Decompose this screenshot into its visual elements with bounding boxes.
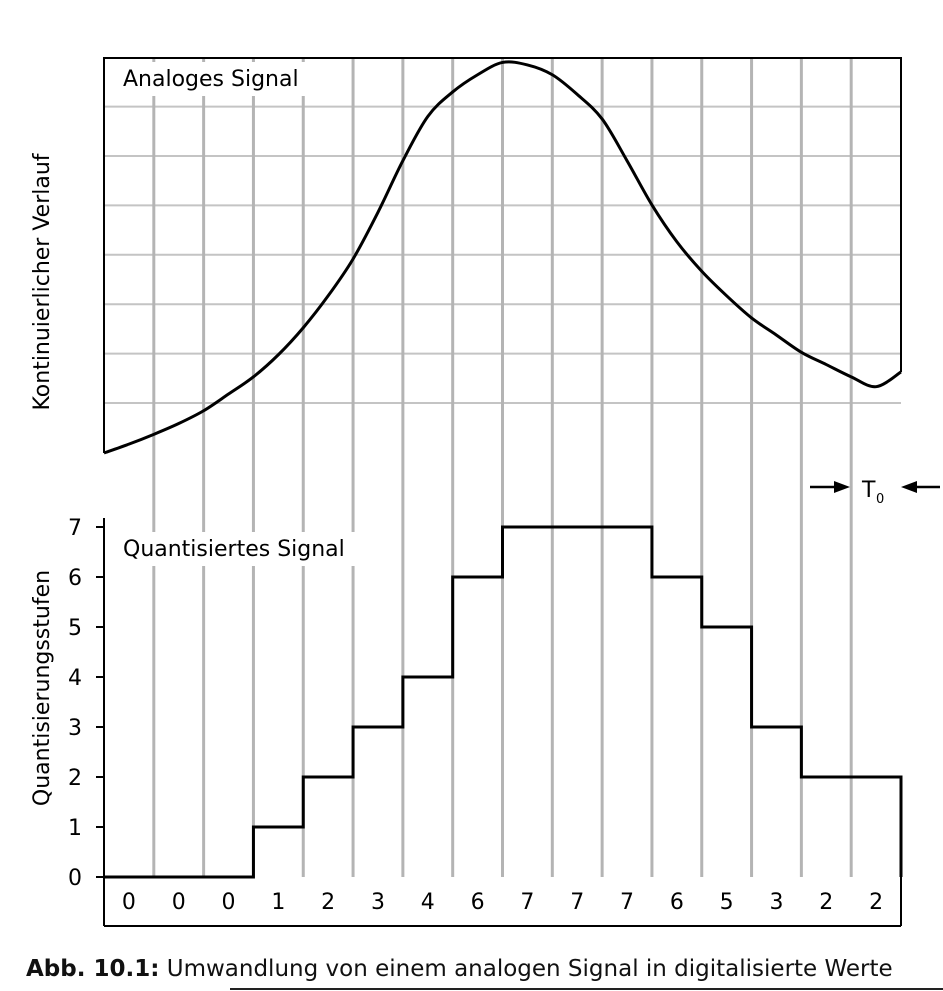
sample-value-label: 3 <box>371 890 385 915</box>
sample-value-label: 7 <box>620 890 634 915</box>
sample-value-label: 2 <box>321 890 335 915</box>
sample-value-label: 6 <box>471 890 485 915</box>
caption-text: Umwandlung von einem analogen Signal in … <box>159 956 893 982</box>
period-subscript: 0 <box>876 492 884 507</box>
analog-signal-label: Analoges Signal <box>123 67 299 92</box>
quantized-signal-label: Quantisiertes Signal <box>123 537 345 562</box>
y-tick-label: 5 <box>68 616 82 641</box>
caption-number: Abb. 10.1: <box>26 956 160 982</box>
period-label: T <box>861 478 876 503</box>
y-tick-label: 1 <box>68 816 82 841</box>
label-mask <box>116 532 371 566</box>
y-tick-label: 0 <box>68 866 82 891</box>
y-tick-label: 4 <box>68 666 82 691</box>
y-tick-label: 3 <box>68 716 82 741</box>
period-arrow-right-head <box>901 481 917 493</box>
analog-panel-border <box>103 57 902 453</box>
grid <box>104 58 901 877</box>
sample-value-label: 4 <box>421 890 435 915</box>
sample-value-label: 1 <box>271 890 285 915</box>
sample-value-label: 0 <box>222 890 236 915</box>
sample-value-label: 3 <box>769 890 783 915</box>
quantized-y-axis-label: Quantisierungsstufen <box>30 570 55 806</box>
sample-value-label: 5 <box>720 890 734 915</box>
y-tick-label: 2 <box>68 766 82 791</box>
sample-value-label: 0 <box>172 890 186 915</box>
y-tick-label: 6 <box>68 566 82 591</box>
figure: Analoges Signal Quantisiertes Signal Kon… <box>30 57 940 927</box>
frame <box>103 57 902 927</box>
footer-rule <box>230 988 943 990</box>
quantized-signal-line <box>104 525 903 879</box>
analog-y-axis-label: Kontinuierlicher Verlauf <box>30 152 55 410</box>
analog-signal-line <box>103 60 902 455</box>
sample-value-label: 2 <box>819 890 833 915</box>
figure-caption: Abb. 10.1: Umwandlung von einem analogen… <box>26 956 893 982</box>
period-marker: T 0 <box>810 478 940 507</box>
sample-value-label: 6 <box>670 890 684 915</box>
sample-value-label: 7 <box>520 890 534 915</box>
sample-values: 0 0 0 1 2 3 4 6 7 7 7 6 5 3 2 2 <box>122 890 883 915</box>
label-mask <box>116 62 321 96</box>
period-arrow-left-head <box>834 481 850 493</box>
sample-value-label: 2 <box>869 890 883 915</box>
sample-value-label: 0 <box>122 890 136 915</box>
y-ticks: 0 1 2 3 4 5 6 7 <box>68 516 104 891</box>
y-tick-label: 7 <box>68 516 82 541</box>
sample-value-label: 7 <box>570 890 584 915</box>
